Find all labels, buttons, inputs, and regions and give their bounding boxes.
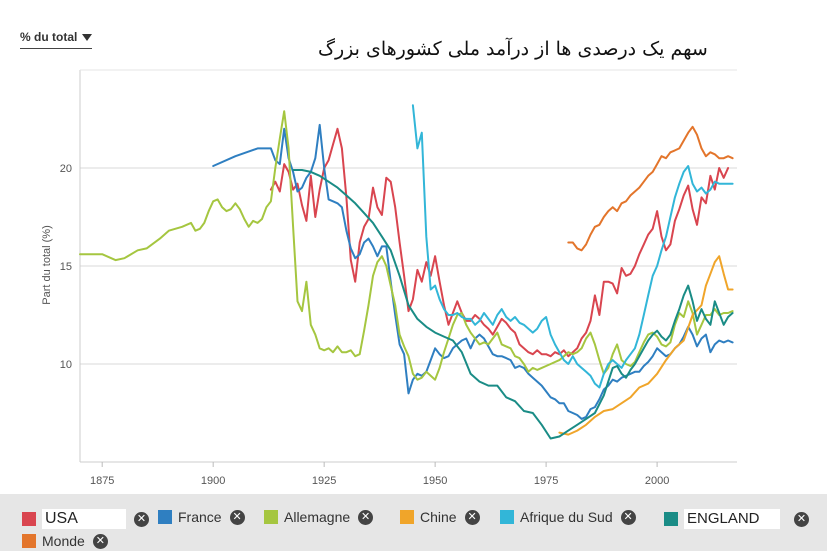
series-line-usa bbox=[269, 127, 730, 358]
legend-item-allemagne[interactable]: Allemagne ✕ bbox=[264, 509, 374, 525]
legend-item-usa[interactable]: USA ✕ bbox=[22, 509, 149, 529]
legend-label-afrique-du-sud: Afrique du Sud bbox=[520, 509, 613, 525]
legend-swatch-england bbox=[664, 512, 678, 526]
legend-swatch-france bbox=[158, 510, 172, 524]
x-tick-label-1900: 1900 bbox=[201, 475, 225, 487]
series-line-england bbox=[292, 169, 734, 440]
y-axis-label: Part du total (%) bbox=[41, 225, 53, 304]
series-line-allemagne bbox=[79, 110, 734, 381]
remove-usa-icon[interactable]: ✕ bbox=[134, 511, 149, 527]
legend-item-france[interactable]: France ✕ bbox=[158, 509, 245, 525]
legend-label-allemagne: Allemagne bbox=[284, 509, 351, 525]
caret-down-icon bbox=[82, 33, 93, 41]
chart-title: سهم یک درصدی ها از درآمد ملی کشورهای بزر… bbox=[318, 38, 708, 60]
series-lines bbox=[79, 104, 734, 440]
remove-chine-icon[interactable]: ✕ bbox=[464, 509, 480, 525]
legend-item-monde[interactable]: Monde ✕ bbox=[22, 533, 108, 549]
remove-france-icon[interactable]: ✕ bbox=[229, 509, 245, 525]
legend-swatch-chine bbox=[400, 510, 414, 524]
legend-label-france: France bbox=[178, 509, 222, 525]
x-tick-label-1975: 1975 bbox=[534, 475, 558, 487]
legend-label-usa: USA bbox=[42, 509, 126, 529]
legend: USA ✕ France ✕ Allemagne ✕ Chine ✕ Afriq… bbox=[0, 494, 827, 551]
legend-swatch-monde bbox=[22, 534, 36, 548]
legend-swatch-usa bbox=[22, 512, 36, 526]
series-line-chine bbox=[558, 255, 734, 436]
x-tick-label-1925: 1925 bbox=[312, 475, 336, 487]
series-line-afrique-du-sud bbox=[411, 104, 734, 389]
legend-item-afrique-du-sud[interactable]: Afrique du Sud ✕ bbox=[500, 509, 636, 525]
legend-item-chine[interactable]: Chine ✕ bbox=[400, 509, 480, 525]
legend-item-england[interactable]: ENGLAND ✕ bbox=[664, 509, 809, 529]
series-line-france bbox=[212, 123, 734, 420]
axes bbox=[79, 69, 737, 467]
remove-afrique-du-sud-icon[interactable]: ✕ bbox=[620, 509, 636, 525]
tick-labels: 10 15 20 1875 1900 1925 1950 1975 2000 bbox=[60, 163, 670, 487]
legend-label-england: ENGLAND bbox=[684, 509, 780, 529]
line-chart: 10 15 20 1875 1900 1925 1950 1975 2000 Part du t… bbox=[41, 69, 737, 487]
legend-swatch-afrique-du-sud bbox=[500, 510, 514, 524]
unit-dropdown-label: % du total bbox=[20, 30, 78, 44]
x-tick-label-1950: 1950 bbox=[423, 475, 447, 487]
legend-swatch-allemagne bbox=[264, 510, 278, 524]
unit-dropdown[interactable]: % du total bbox=[20, 30, 93, 49]
y-tick-label-15: 15 bbox=[60, 261, 72, 273]
x-tick-label-1875: 1875 bbox=[90, 475, 114, 487]
remove-england-icon[interactable]: ✕ bbox=[794, 511, 809, 527]
legend-label-monde: Monde bbox=[42, 533, 85, 549]
x-tick-label-2000: 2000 bbox=[645, 475, 669, 487]
remove-allemagne-icon[interactable]: ✕ bbox=[358, 509, 374, 525]
legend-label-chine: Chine bbox=[420, 509, 457, 525]
y-tick-label-20: 20 bbox=[60, 163, 72, 175]
series-line-monde bbox=[567, 125, 734, 252]
y-tick-label-10: 10 bbox=[60, 359, 72, 371]
remove-monde-icon[interactable]: ✕ bbox=[92, 533, 108, 549]
